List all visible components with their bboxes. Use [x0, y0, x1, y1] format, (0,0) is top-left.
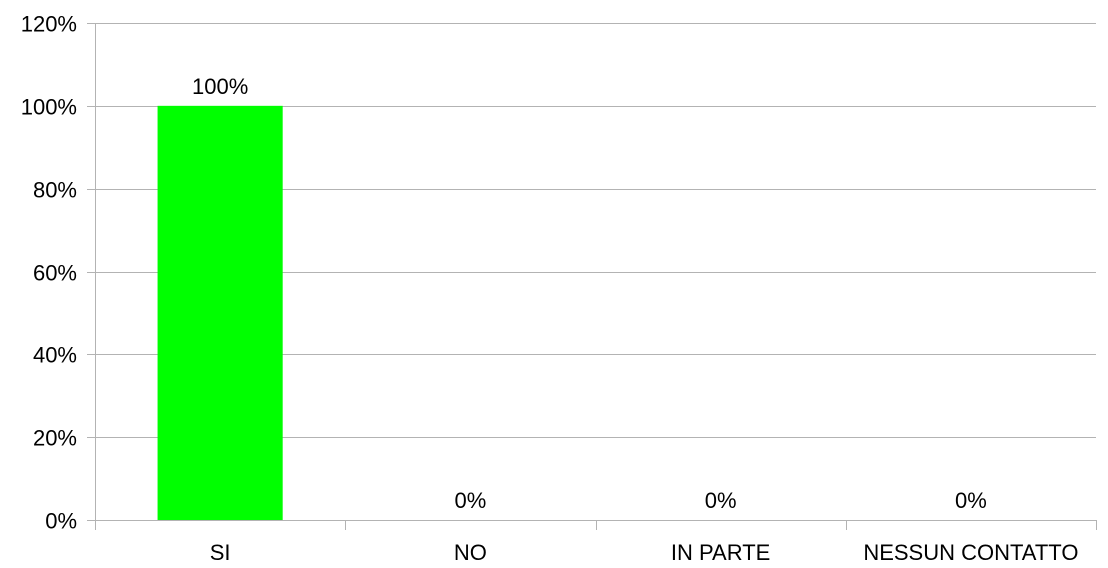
x-category-label: IN PARTE: [671, 540, 770, 565]
y-tick-label: 40%: [33, 343, 77, 368]
y-tick-label: 100%: [21, 95, 77, 120]
axes: [87, 23, 1097, 530]
x-category-label: SI: [210, 540, 231, 565]
y-tick-label: 60%: [33, 261, 77, 286]
data-label: 0%: [955, 488, 987, 513]
y-tick-label: 20%: [33, 426, 77, 451]
y-tick-label: 80%: [33, 178, 77, 203]
data-label: 100%: [192, 74, 248, 99]
bar-si: [157, 105, 283, 520]
y-tick-label: 0%: [45, 509, 77, 534]
x-category-label: NESSUN CONTATTO: [863, 540, 1078, 565]
bars: [157, 105, 283, 520]
data-label: 0%: [705, 488, 737, 513]
y-tick-label: 120%: [21, 12, 77, 37]
labels: 0% 20% 40% 60% 80% 100% 120% 100% SI 0% NO 0% IN PAR…: [21, 12, 1079, 566]
x-category-label: NO: [454, 540, 487, 565]
data-label: 0%: [454, 488, 486, 513]
